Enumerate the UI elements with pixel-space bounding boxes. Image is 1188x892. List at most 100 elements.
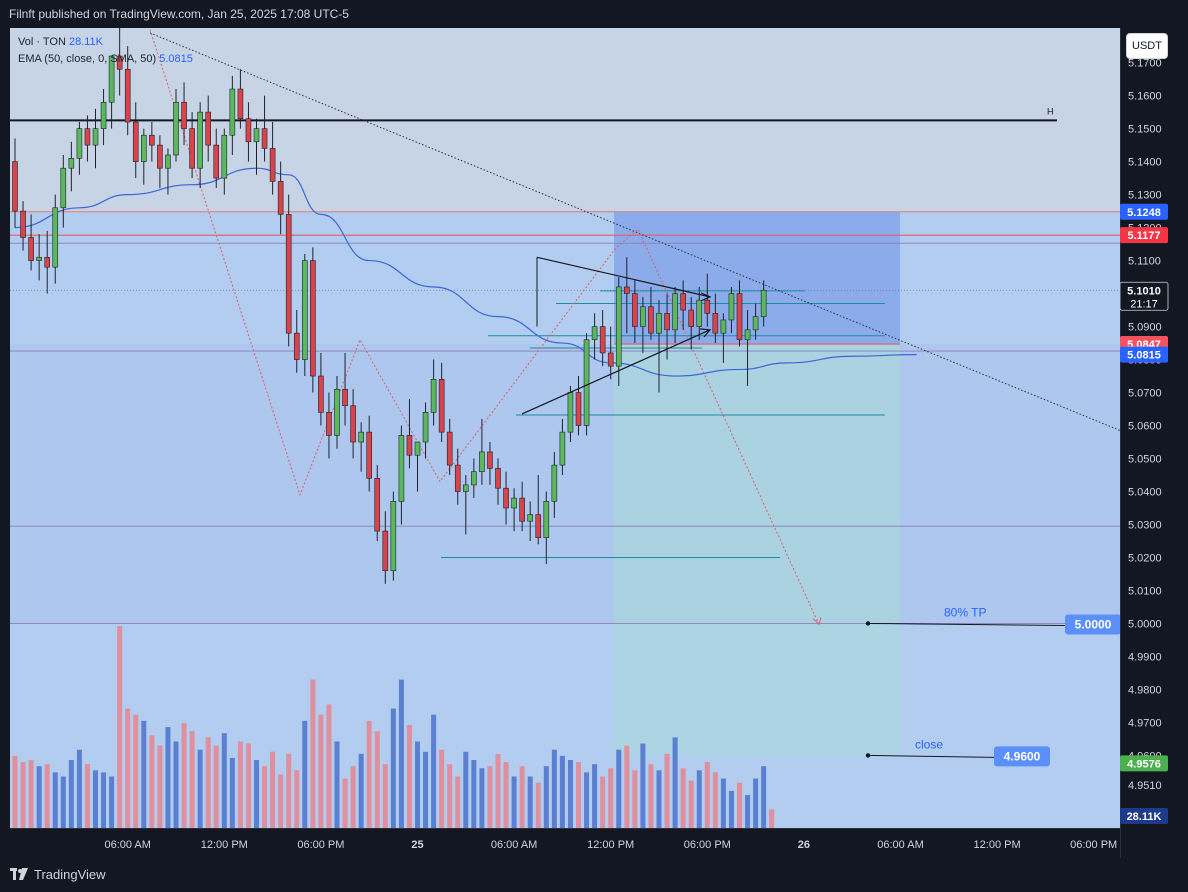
price-tick-2: 5.1500 [1128,124,1162,136]
candle-body-43 [358,431,364,443]
volume-bar-76 [624,745,630,828]
candle-body-71 [583,339,590,426]
candle-body-56 [462,484,469,492]
volume-bar-7 [68,760,74,828]
candle-body-75 [615,286,622,367]
currency-button[interactable]: USDT [1126,33,1168,59]
volume-bar-13 [117,626,123,828]
time-axis[interactable]: 06:00 AM 12:00 PM 06:00 PM 25 06:00 AM 12:00 … [10,828,1120,859]
candle-body-14 [124,68,131,123]
close-target-badge [994,746,1050,767]
time-axis-svg[interactable]: 06:00 AM 12:00 PM 06:00 PM 25 06:00 AM 12:00 … [10,829,1120,859]
candle-body-37 [310,260,316,377]
candle-body-90 [736,293,743,341]
candle-body-51 [422,412,429,443]
candle-body-12 [108,55,115,103]
price-tick-14: 5.0300 [1128,519,1162,531]
price-tick-3: 5.1400 [1128,157,1162,169]
volume-bar-24 [205,737,211,828]
price-label-resistance_top-text: 5.1248 [1127,207,1161,219]
volume-bar-37 [310,679,316,828]
chart-svg[interactable]: H 80% TP 5.0000 close 4.9600 [10,28,1120,828]
volume-bar-69 [567,760,573,828]
volume-bar-89 [728,790,734,828]
chart-plot-area[interactable]: H 80% TP 5.0000 close 4.9600 [10,28,1120,828]
ema-line [14,167,917,377]
volume-bar-61 [503,762,509,828]
volume-bar-49 [406,725,412,828]
candle-body-83 [680,293,686,311]
tradingview-logo-icon[interactable] [10,859,28,892]
candle-body-80 [656,313,662,334]
volume-bar-81 [664,753,670,828]
volume-bar-93 [761,766,767,828]
volume-bar-50 [415,741,420,828]
candle-body-18 [157,144,163,169]
volume-bar-77 [632,770,638,828]
price-label-ema_last-text: 5.0815 [1127,350,1161,362]
volume-bar-62 [511,776,517,828]
time-tick-8: 06:00 AM [877,839,923,851]
candle-body-33 [277,181,284,215]
volume-bar-33 [278,774,284,828]
footer-brand[interactable]: TradingView [34,867,106,882]
time-tick-9: 12:00 PM [974,839,1021,851]
time-tick-0: 06:00 AM [104,839,150,851]
candle-body-49 [406,435,413,456]
volume-bar-88 [720,778,726,828]
volume-bar-28 [237,741,243,828]
price-label-ema_last [1120,346,1168,363]
price-axis-bg [1120,28,1188,858]
volume-bar-44 [366,720,372,828]
volume-bar-51 [423,751,429,828]
volume-bar-3 [36,766,42,828]
candle-body-5 [52,207,59,268]
volume-bar-34 [286,753,292,828]
candle-body-58 [479,451,485,473]
volume-bar-35 [294,770,300,828]
volume-bar-9 [84,764,90,828]
triangle-lower-arrow [699,328,712,338]
time-tick-5: 12:00 PM [587,839,634,851]
ema-legend-label: EMA (50, close, 0, SMA, 50) [18,53,157,65]
time-tick-6: 06:00 PM [684,839,731,851]
candle-body-63 [519,497,525,522]
triangle-lower-line [521,329,711,415]
candle-body-17 [149,134,155,146]
volume-bar-60 [495,753,501,828]
volume-bar-10 [93,770,98,828]
candle-body-30 [253,128,260,143]
volume-bar-29 [245,743,251,828]
time-axis-bg [10,829,1120,859]
volume-bar-52 [431,714,437,828]
price-label-current_price [1119,281,1169,311]
price-axis-svg[interactable]: 5.17005.16005.15005.14005.13005.12005.11… [1119,28,1188,858]
price-tick-13: 5.0400 [1128,487,1162,499]
volume-bar-12 [109,776,115,828]
volume-bar-91 [745,795,751,828]
volume-bar-22 [189,731,195,828]
candle-body-41 [342,388,348,407]
price-axis[interactable]: 5.17005.16005.15005.14005.13005.12005.11… [1119,28,1188,858]
volume-bar-38 [318,714,324,828]
target-80-leader [867,622,1066,626]
volume-bar-48 [398,679,404,828]
volume-bar-6 [60,776,66,828]
candle-body-62 [511,497,517,509]
take-profit-zone [614,344,900,756]
h-marker-label: H [1047,106,1054,116]
volume-bar-21 [181,722,187,828]
time-tick-3: 25 [411,839,423,851]
candle-body-53 [438,379,445,433]
candle-body-74 [607,352,614,367]
price-tick-10: 5.0700 [1128,388,1162,400]
volume-bar-63 [519,766,525,828]
candle-body-40 [334,388,340,436]
publish-header: Filnft published on TradingView.com, Jan… [0,0,1188,28]
price-tick-17: 5.0000 [1128,618,1162,630]
volume-bar-94 [769,809,775,828]
candle-body-29 [245,118,252,143]
volume-bar-8 [76,749,82,828]
candle-body-52 [430,379,437,413]
